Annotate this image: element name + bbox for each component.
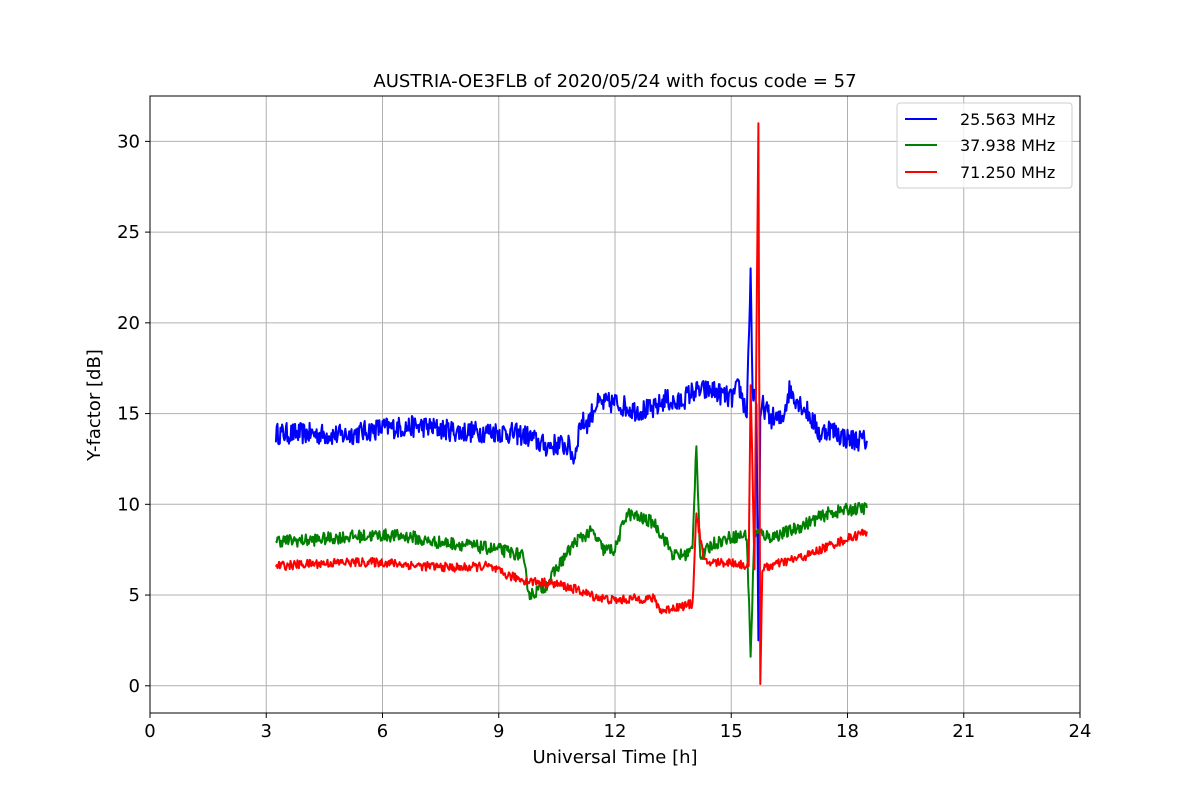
y-tick-label: 5 bbox=[129, 585, 140, 606]
y-tick-label: 15 bbox=[117, 404, 140, 425]
y-tick-label: 10 bbox=[117, 494, 140, 515]
x-tick-label: 3 bbox=[261, 721, 272, 742]
x-axis-label: Universal Time [h] bbox=[532, 747, 697, 768]
series-line-1 bbox=[275, 445, 868, 658]
series-layer bbox=[274, 122, 868, 685]
x-axis: 0 3 6 9 12 15 18 21 24 bbox=[144, 713, 1091, 742]
x-tick-label: 9 bbox=[493, 721, 504, 742]
legend-box bbox=[896, 102, 1073, 189]
legend-label-37mhz: 37.938 MHz bbox=[960, 136, 1055, 155]
series-line-2 bbox=[274, 122, 868, 685]
legend-label-25mhz: 25.563 MHz bbox=[960, 110, 1055, 129]
y-tick-label: 25 bbox=[117, 222, 140, 243]
y-axis-label: Y-factor [dB] bbox=[84, 349, 105, 462]
legend-label-71mhz: 71.250 MHz bbox=[960, 163, 1055, 182]
y-tick-label: 20 bbox=[117, 313, 140, 334]
x-tick-label: 6 bbox=[377, 721, 388, 742]
y-axis: 0 5 10 15 20 25 30 bbox=[117, 131, 150, 697]
series-line-0 bbox=[274, 267, 868, 642]
x-tick-label: 12 bbox=[604, 721, 627, 742]
x-tick-label: 21 bbox=[952, 721, 975, 742]
x-tick-label: 18 bbox=[836, 721, 859, 742]
x-tick-label: 0 bbox=[144, 721, 155, 742]
x-tick-label: 15 bbox=[720, 721, 743, 742]
chart-title: AUSTRIA-OE3FLB of 2020/05/24 with focus … bbox=[373, 71, 856, 92]
legend: 25.563 MHz 37.938 MHz 71.250 MHz bbox=[896, 102, 1073, 189]
y-tick-label: 0 bbox=[129, 676, 140, 697]
x-tick-label: 24 bbox=[1069, 721, 1092, 742]
y-tick-label: 30 bbox=[117, 131, 140, 152]
